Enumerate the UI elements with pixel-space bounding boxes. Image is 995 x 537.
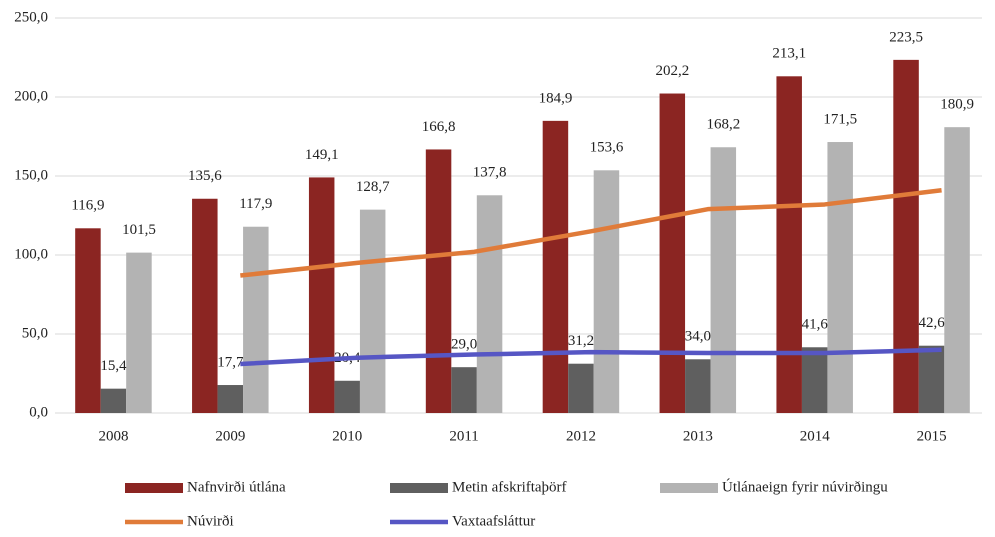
- bar: [542, 120, 569, 413]
- legend-label: Nafnvirði útlána: [187, 479, 286, 495]
- value-label: 135,6: [188, 168, 222, 184]
- bar: [308, 177, 335, 413]
- y-tick-label: 0,0: [29, 404, 48, 420]
- bar: [801, 347, 828, 413]
- value-label: 41,6: [802, 317, 829, 333]
- value-label: 34,0: [685, 329, 711, 345]
- legend-label: Metin afskriftaþörf: [452, 479, 567, 495]
- value-label: 166,8: [422, 119, 456, 135]
- value-label: 116,9: [71, 198, 104, 214]
- bar: [100, 388, 127, 413]
- x-tick-label: 2008: [98, 428, 128, 444]
- value-label: 29,0: [451, 337, 477, 353]
- x-tick-label: 2009: [215, 428, 245, 444]
- bar: [944, 127, 970, 413]
- legend-swatch: [390, 483, 448, 493]
- x-tick-label: 2011: [449, 428, 478, 444]
- value-label: 168,2: [706, 117, 740, 133]
- bar: [75, 228, 101, 413]
- line: [240, 347, 942, 367]
- x-tick-label: 2010: [332, 428, 362, 444]
- bar: [593, 170, 620, 413]
- bar: [776, 76, 802, 413]
- value-label: 184,9: [539, 90, 573, 106]
- bar: [451, 367, 477, 413]
- bar: [217, 385, 244, 413]
- y-tick-label: 250,0: [14, 9, 48, 25]
- legend-label: Núvirði: [187, 513, 234, 529]
- legend-swatch: [660, 483, 718, 493]
- bar: [710, 147, 737, 413]
- value-label: 128,7: [356, 179, 390, 195]
- bar: [685, 359, 711, 413]
- x-tick-label: 2012: [566, 428, 596, 444]
- y-tick-label: 200,0: [14, 88, 48, 104]
- value-label: 149,1: [305, 147, 339, 163]
- bar: [659, 93, 686, 414]
- legend-swatch: [125, 483, 183, 493]
- value-label: 15,4: [100, 358, 127, 374]
- value-label: 137,8: [473, 165, 507, 181]
- bar: [192, 198, 218, 413]
- bar: [918, 345, 945, 413]
- value-label: 42,6: [918, 315, 945, 331]
- value-label: 153,6: [590, 140, 624, 156]
- bar: [568, 363, 594, 413]
- value-label: 101,5: [122, 222, 156, 238]
- value-label: 223,5: [889, 29, 923, 45]
- x-tick-label: 2014: [800, 428, 831, 444]
- bar: [425, 149, 452, 413]
- value-label: 180,9: [940, 97, 974, 113]
- x-tick-label: 2013: [683, 428, 713, 444]
- value-label: 171,5: [823, 111, 857, 127]
- line: [240, 187, 942, 278]
- bar: [359, 209, 386, 413]
- bar: [476, 195, 503, 413]
- y-tick-label: 50,0: [22, 325, 48, 341]
- bar: [243, 226, 269, 413]
- bar: [334, 380, 360, 413]
- legend-label: Vaxtaafsláttur: [452, 513, 535, 529]
- value-label: 17,7: [217, 354, 244, 370]
- x-tick-label: 2015: [917, 428, 947, 444]
- value-label: 31,2: [568, 333, 594, 349]
- y-tick-label: 150,0: [14, 167, 48, 183]
- bar: [126, 252, 152, 413]
- legend-label: Útlánaeign fyrir núvirðingu: [722, 478, 888, 495]
- bar: [893, 59, 919, 414]
- y-tick-label: 100,0: [14, 246, 48, 262]
- value-label: 213,1: [772, 46, 806, 62]
- bar: [827, 142, 853, 413]
- value-label: 202,2: [655, 63, 689, 79]
- value-label: 117,9: [239, 196, 272, 212]
